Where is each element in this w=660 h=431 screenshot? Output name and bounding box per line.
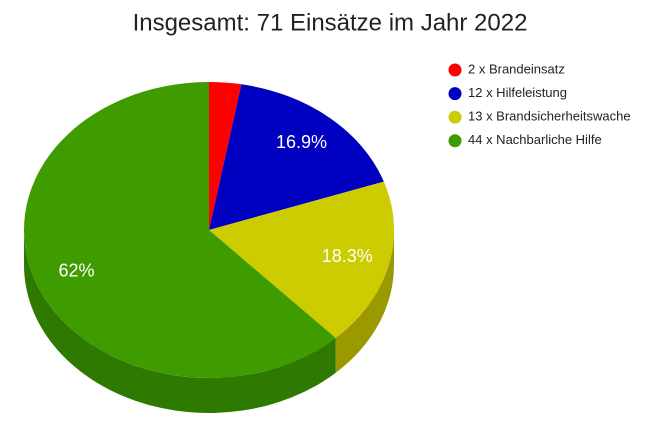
legend-marker [448,87,462,101]
slice-side [24,230,336,413]
chart-title: Insgesamt: 71 Einsätze im Jahr 2022 [133,9,528,36]
pie-slice [209,84,384,230]
legend-label: 44 x Nachbarliche Hilfe [468,132,602,147]
pie-slice [209,82,242,230]
data-label: 62% [59,261,95,281]
legend-label: 12 x Hilfeleistung [468,85,567,100]
legend-marker [448,110,462,124]
pie-slice [23,82,336,378]
data-label: 18.3% [322,246,373,266]
legend-marker [448,63,462,77]
legend-label: 13 x Brandsicherheitswache [468,109,631,124]
legend-label: 2 x Brandeinsatz [468,61,565,76]
legend-marker [448,134,462,148]
slice-side [335,230,394,373]
data-label: 16.9% [276,132,327,152]
pie-slice [209,181,394,338]
